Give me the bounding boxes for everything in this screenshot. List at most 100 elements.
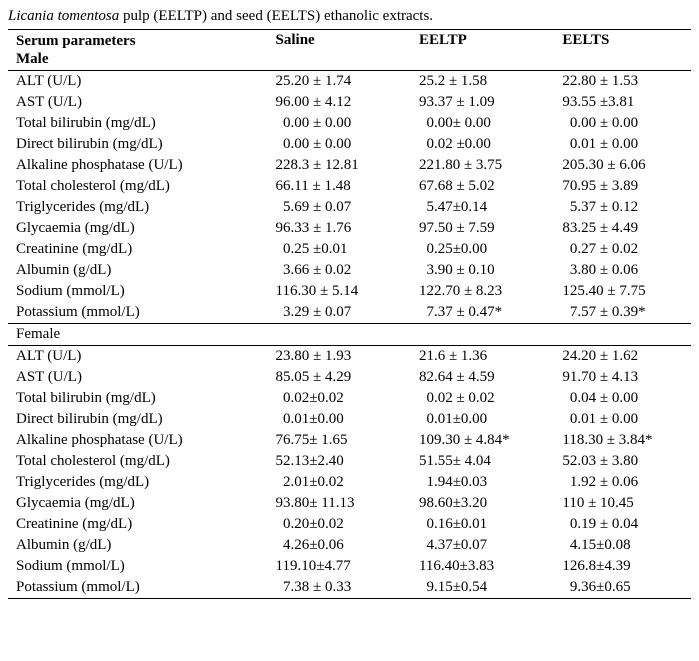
table-row: Glycaemia (mg/dL)96.33 ± 1.7697.50 ± 7.5…	[8, 218, 691, 239]
cell-param: Creatinine (mg/dL)	[8, 239, 268, 260]
cell-saline: 25.20 ± 1.74	[268, 71, 411, 93]
cell-saline: 66.11 ± 1.48	[268, 176, 411, 197]
table-row: Direct bilirubin (mg/dL) 0.00 ± 0.00 0.0…	[8, 134, 691, 155]
cell-saline: 96.33 ± 1.76	[268, 218, 411, 239]
table-row: Albumin (g/dL) 3.66 ± 0.02 3.90 ± 0.10 3…	[8, 260, 691, 281]
cell-eeltp: 7.37 ± 0.47*	[411, 302, 554, 324]
table-row: Alkaline phosphatase (U/L)76.75± 1.65109…	[8, 430, 691, 451]
cell-eeltp: 5.47±0.14	[411, 197, 554, 218]
table-row: Alkaline phosphatase (U/L)228.3 ± 12.812…	[8, 155, 691, 176]
table-row: AST (U/L)96.00 ± 4.1293.37 ± 1.0993.55 ±…	[8, 92, 691, 113]
cell-eeltp: 98.60±3.20	[411, 493, 554, 514]
table-row: Triglycerides (mg/dL) 2.01±0.02 1.94±0.0…	[8, 472, 691, 493]
cell-saline: 7.38 ± 0.33	[268, 577, 411, 599]
table-body: ALT (U/L)25.20 ± 1.7425.2 ± 1.5822.80 ± …	[8, 71, 691, 599]
table-row: Sodium (mmol/L)119.10±4.77116.40±3.83126…	[8, 556, 691, 577]
cell-param: Albumin (g/dL)	[8, 535, 268, 556]
cell-eeltp: 3.90 ± 0.10	[411, 260, 554, 281]
header-param: Serum parameters Male	[8, 30, 268, 71]
cell-saline: 52.13±2.40	[268, 451, 411, 472]
table-row: Creatinine (mg/dL) 0.20±0.02 0.16±0.01 0…	[8, 514, 691, 535]
header-param-line1: Serum parameters	[16, 33, 136, 49]
table-row: Potassium (mmol/L) 7.38 ± 0.33 9.15±0.54…	[8, 577, 691, 599]
table-row: Sodium (mmol/L)116.30 ± 5.14122.70 ± 8.2…	[8, 281, 691, 302]
cell-param: Total bilirubin (mg/dL)	[8, 388, 268, 409]
table-row: ALT (U/L)23.80 ± 1.9321.6 ± 1.3624.20 ± …	[8, 346, 691, 368]
cell-param: Direct bilirubin (mg/dL)	[8, 409, 268, 430]
cell-saline: 116.30 ± 5.14	[268, 281, 411, 302]
cell-eelts: 0.04 ± 0.00	[554, 388, 691, 409]
cell-eelts: 7.57 ± 0.39*	[554, 302, 691, 324]
cell-eelts: 125.40 ± 7.75	[554, 281, 691, 302]
cell-eeltp: 51.55± 4.04	[411, 451, 554, 472]
cell-eelts: 3.80 ± 0.06	[554, 260, 691, 281]
cell-eeltp: 4.37±0.07	[411, 535, 554, 556]
cell-saline: 76.75± 1.65	[268, 430, 411, 451]
cell-eeltp: 97.50 ± 7.59	[411, 218, 554, 239]
cell-saline: 0.02±0.02	[268, 388, 411, 409]
cell-saline: 0.00 ± 0.00	[268, 134, 411, 155]
table-row: ALT (U/L)25.20 ± 1.7425.2 ± 1.5822.80 ± …	[8, 71, 691, 93]
table-row: Glycaemia (mg/dL)93.80± 11.1398.60±3.201…	[8, 493, 691, 514]
cell-eelts: 93.55 ±3.81	[554, 92, 691, 113]
cell-eelts: 83.25 ± 4.49	[554, 218, 691, 239]
cell-eelts: 70.95 ± 3.89	[554, 176, 691, 197]
cell-eeltp: 0.25±0.00	[411, 239, 554, 260]
cell-saline: 23.80 ± 1.93	[268, 346, 411, 368]
cell-eelts: 22.80 ± 1.53	[554, 71, 691, 93]
cell-eeltp: 9.15±0.54	[411, 577, 554, 599]
cell-eeltp: 82.64 ± 4.59	[411, 367, 554, 388]
cell-saline: 0.01±0.00	[268, 409, 411, 430]
cell-eelts: 118.30 ± 3.84*	[554, 430, 691, 451]
cell-eeltp: 21.6 ± 1.36	[411, 346, 554, 368]
cell-eeltp: 122.70 ± 8.23	[411, 281, 554, 302]
cell-saline: 0.20±0.02	[268, 514, 411, 535]
cell-eelts: 91.70 ± 4.13	[554, 367, 691, 388]
cell-eelts: 0.19 ± 0.04	[554, 514, 691, 535]
cell-eelts: 0.27 ± 0.02	[554, 239, 691, 260]
table-row: Total cholesterol (mg/dL)66.11 ± 1.4867.…	[8, 176, 691, 197]
header-col-saline: Saline	[268, 30, 411, 71]
table-row: Direct bilirubin (mg/dL) 0.01±0.00 0.01±…	[8, 409, 691, 430]
cell-saline: 4.26±0.06	[268, 535, 411, 556]
cell-param: Total cholesterol (mg/dL)	[8, 176, 268, 197]
cell-param: Alkaline phosphatase (U/L)	[8, 430, 268, 451]
cell-eelts: 0.01 ± 0.00	[554, 409, 691, 430]
table-row: Total cholesterol (mg/dL)52.13±2.4051.55…	[8, 451, 691, 472]
cell-eeltp: 116.40±3.83	[411, 556, 554, 577]
cell-eelts: 0.00 ± 0.00	[554, 113, 691, 134]
cell-saline: 2.01±0.02	[268, 472, 411, 493]
cell-param: Sodium (mmol/L)	[8, 556, 268, 577]
cell-eelts: 9.36±0.65	[554, 577, 691, 599]
cell-param: Creatinine (mg/dL)	[8, 514, 268, 535]
cell-param: Total cholesterol (mg/dL)	[8, 451, 268, 472]
section-row-female: Female	[8, 324, 691, 346]
cell-param: ALT (U/L)	[8, 71, 268, 93]
header-col-eeltp: EELTP	[411, 30, 554, 71]
cell-eelts: 5.37 ± 0.12	[554, 197, 691, 218]
cell-param: Triglycerides (mg/dL)	[8, 472, 268, 493]
table-row: Potassium (mmol/L) 3.29 ± 0.07 7.37 ± 0.…	[8, 302, 691, 324]
section-label-female: Female	[8, 324, 691, 346]
cell-eeltp: 0.02 ± 0.02	[411, 388, 554, 409]
cell-param: Direct bilirubin (mg/dL)	[8, 134, 268, 155]
cell-saline: 85.05 ± 4.29	[268, 367, 411, 388]
cell-eeltp: 0.16±0.01	[411, 514, 554, 535]
cell-saline: 119.10±4.77	[268, 556, 411, 577]
cell-eelts: 110 ± 10.45	[554, 493, 691, 514]
table-row: Total bilirubin (mg/dL) 0.00 ± 0.00 0.00…	[8, 113, 691, 134]
cell-param: Potassium (mmol/L)	[8, 577, 268, 599]
cell-param: Sodium (mmol/L)	[8, 281, 268, 302]
cell-saline: 3.29 ± 0.07	[268, 302, 411, 324]
table-row: Triglycerides (mg/dL) 5.69 ± 0.07 5.47±0…	[8, 197, 691, 218]
header-param-line2: Male	[16, 51, 48, 67]
cell-saline: 228.3 ± 12.81	[268, 155, 411, 176]
table-caption: Licania tomentosa pulp (EELTP) and seed …	[8, 8, 691, 25]
caption-rest: pulp (EELTP) and seed (EELTS) ethanolic …	[119, 8, 433, 24]
cell-param: Alkaline phosphatase (U/L)	[8, 155, 268, 176]
table-row: Total bilirubin (mg/dL) 0.02±0.02 0.02 ±…	[8, 388, 691, 409]
cell-eeltp: 25.2 ± 1.58	[411, 71, 554, 93]
table-row: Creatinine (mg/dL) 0.25 ±0.01 0.25±0.00 …	[8, 239, 691, 260]
cell-param: Glycaemia (mg/dL)	[8, 493, 268, 514]
cell-eeltp: 221.80 ± 3.75	[411, 155, 554, 176]
